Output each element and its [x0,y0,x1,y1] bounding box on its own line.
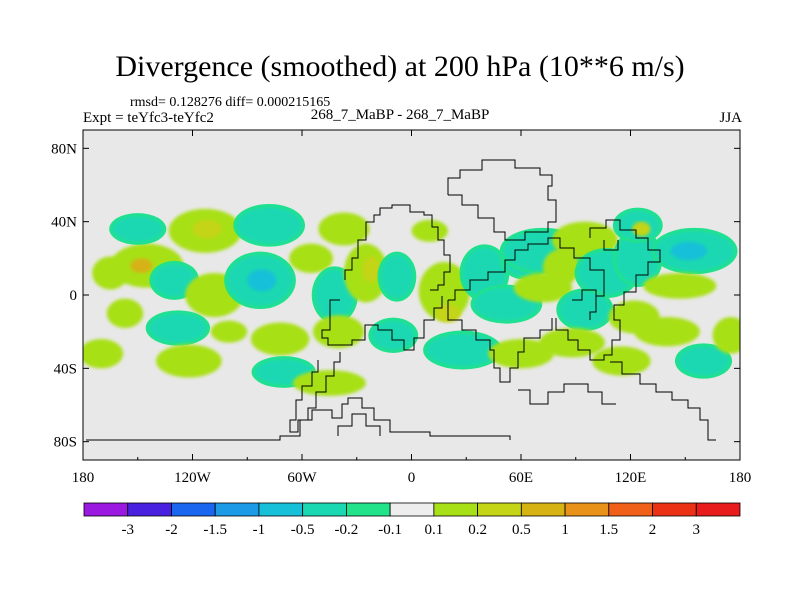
field-region [712,317,740,354]
field-region [411,219,448,242]
colorbar-swatch [433,502,479,517]
field-region [592,346,651,376]
patagonia-outline [289,352,341,433]
colorbar-swatch [83,502,129,517]
colorbar-swatch [477,502,522,517]
x-tick-label: 0 [408,470,416,486]
antarctica-peninsula-outline [337,413,381,436]
colorbar-swatch [389,502,435,517]
field-region [559,291,611,328]
field-region [318,212,370,246]
field-region [314,269,355,321]
colorbar-label: -3 [121,522,134,538]
islands-outline [518,383,616,405]
field-region [289,243,334,273]
field-region [643,273,717,299]
field-region [312,315,365,349]
colorbar-swatch [171,502,216,517]
continent-outlines [86,159,716,441]
field-region [112,216,164,242]
field-region [192,219,222,239]
field-region [236,207,302,244]
x-tick-label: 60E [509,470,533,486]
colorbar-swatch [258,502,304,517]
colorbar-label: 3 [693,522,701,538]
x-tick-label: 60W [287,470,317,486]
africa-north-outline [448,237,605,320]
colorbar-label: -1.5 [203,522,227,538]
africa-south-outline [447,300,553,383]
colorbar-label: 2 [649,522,657,538]
australia-outline [610,361,716,441]
field-region [488,339,554,369]
colorbar-label: 0.1 [424,522,443,538]
colorbar-swatch [214,502,260,517]
chart-title: Divergence (smoothed) at 200 hPa (10**6 … [115,50,685,83]
field-region [250,322,310,356]
colorbar-swatch [127,502,172,517]
y-axis: 80N 40N 0 40S 80S [51,141,740,451]
field-region [670,241,708,261]
x-tick-label: 180 [72,470,95,486]
colorbar-swatch [564,502,610,517]
colorbar-label: 0.5 [512,522,531,538]
field-region [634,317,700,347]
field-region [210,320,248,343]
colorbar-swatch [652,502,697,517]
colorbar-label: -0.2 [335,522,359,538]
colorbar-label: 1 [561,522,569,538]
y-tick-label: 0 [70,288,78,304]
stats-label: rmsd= 0.128276 diff= 0.000215165 [130,95,331,110]
colorbar-label: 0.2 [468,522,487,538]
field-region [247,269,277,292]
greenland-outline [447,159,557,241]
field-region [426,333,500,367]
field-region [418,262,470,321]
field-region [615,232,660,284]
field-region [292,370,366,396]
field-region [380,254,414,299]
season-label: JJA [719,110,742,126]
colorbar-label: 1.5 [599,522,618,538]
y-tick-label: 80N [51,141,77,157]
field-region [130,258,153,273]
field-region [83,339,124,369]
colorbar-swatch [345,502,391,517]
colorbar-label: -2 [165,522,178,538]
field-region [156,344,222,378]
field-region [632,221,651,237]
x-tick-label: 180 [729,470,752,486]
field-region [152,263,197,297]
colorbar: -3 -2 -1.5 -1 -0.5 -0.2 -0.1 0.1 0.2 0.5 1 1.5 2 3 [83,502,741,538]
x-tick-label: 120W [174,470,212,486]
divergence-field [83,204,740,396]
y-tick-label: 80S [54,435,77,451]
colorbar-swatch [520,502,566,517]
y-tick-label: 40N [51,215,77,231]
x-axis: 180 120W 60W 0 60E 120E 180 [72,130,752,486]
south-america-outline [321,296,443,351]
colorbar-swatch [608,502,653,517]
colorbar-label: -0.5 [291,522,315,538]
north-america-outline [344,204,451,291]
asia-outline [555,219,661,361]
field-region [677,346,730,376]
antarctica-outline [86,397,511,441]
india-outline [572,289,597,306]
x-tick-label: 120E [615,470,647,486]
colorbar-swatch [695,502,741,517]
y-tick-label: 40S [54,361,77,377]
case-label: 268_7_MaBP - 268_7_MaBP [310,107,490,123]
colorbar-swatch [302,502,347,517]
field-region [106,298,144,329]
colorbar-label: -0.1 [378,522,402,538]
field-region [513,273,573,303]
asia-inner-outline [603,240,619,251]
field-region [148,313,208,343]
colorbar-label: -1 [253,522,266,538]
field-region [362,256,381,283]
experiment-label: Expt = teYfc3-teYfc2 [83,110,214,126]
